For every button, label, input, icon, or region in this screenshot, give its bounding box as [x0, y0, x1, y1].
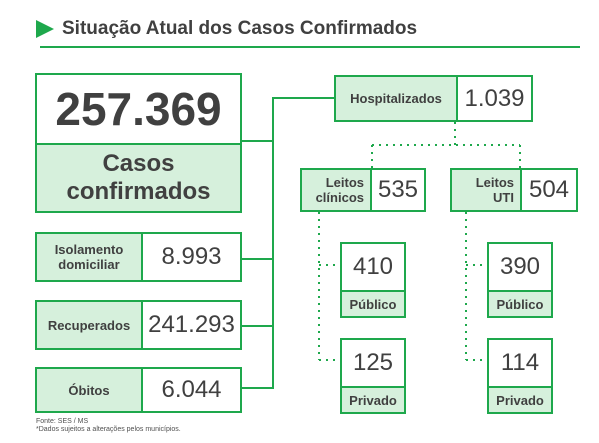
uti-publico-value: 390 — [499, 253, 541, 280]
obitos-label-box: Óbitos — [35, 367, 143, 413]
leitos-uti-label-line1: Leitos — [475, 175, 514, 190]
title-divider — [40, 46, 580, 48]
hospitalizados-label: Hospitalizados — [350, 91, 442, 106]
uti-privado-label-box: Privado — [487, 386, 553, 414]
total-cases-value-box: 257.369 — [35, 73, 242, 145]
obitos-value: 6.044 — [161, 376, 222, 403]
total-cases-label-line2: confirmados — [66, 178, 211, 205]
obitos-label: Óbitos — [68, 382, 110, 398]
isolamento-value: 8.993 — [161, 243, 222, 270]
clinicos-publico-label-box: Público — [340, 290, 406, 318]
leitos-clinicos-value-box: 535 — [370, 168, 426, 212]
leitos-clinicos-value: 535 — [377, 176, 419, 203]
connector-isolamento — [242, 258, 274, 260]
isolamento-label-line1: Isolamento — [54, 242, 124, 257]
total-cases-label-box: Casos confirmados — [35, 143, 242, 213]
connector-total — [242, 140, 274, 142]
footer-note: Fonte: SES / MS *Dados sujeitos a altera… — [36, 418, 181, 434]
clinicos-privado-label-box: Privado — [340, 386, 406, 414]
hospitalizados-label-box: Hospitalizados — [334, 75, 458, 122]
clinicos-privado-value-box: 125 — [340, 338, 406, 388]
hospitalizados-value-box: 1.039 — [456, 75, 533, 122]
uti-publico-value-box: 390 — [487, 242, 553, 292]
clinicos-publico-value: 410 — [352, 253, 394, 280]
isolamento-value-box: 8.993 — [141, 232, 242, 282]
connector-obitos — [242, 387, 274, 389]
leitos-uti-value-box: 504 — [520, 168, 578, 212]
clinicos-publico-label: Público — [349, 296, 397, 312]
connector-trunk — [272, 97, 274, 387]
recuperados-label: Recuperados — [47, 317, 131, 333]
connector-hosp — [272, 97, 334, 99]
leitos-uti-label-box: Leitos UTI — [450, 168, 522, 212]
hospitalizados-value: 1.039 — [464, 84, 525, 112]
recuperados-value-box: 241.293 — [141, 300, 242, 350]
recuperados-label-box: Recuperados — [35, 300, 143, 350]
title-arrow-icon — [36, 20, 54, 38]
footer-source: Fonte: SES / MS — [36, 418, 89, 425]
uti-publico-label-box: Público — [487, 290, 553, 318]
uti-privado-value-box: 114 — [487, 338, 553, 388]
clinicos-privado-label: Privado — [349, 392, 397, 408]
uti-privado-value: 114 — [500, 349, 540, 376]
clinicos-privado-value: 125 — [352, 349, 394, 376]
uti-publico-label: Público — [496, 296, 544, 312]
leitos-clinicos-label-line2: clínicos — [315, 190, 364, 205]
leitos-uti-value: 504 — [528, 176, 570, 203]
obitos-value-box: 6.044 — [141, 367, 242, 413]
recuperados-value: 241.293 — [148, 311, 235, 338]
uti-privado-label: Privado — [496, 392, 544, 408]
total-cases-label-line1: Casos — [102, 150, 175, 177]
total-cases-value: 257.369 — [55, 83, 222, 135]
isolamento-label-line2: domiciliar — [58, 257, 120, 272]
leitos-uti-label-line2: UTI — [493, 190, 514, 205]
clinicos-publico-value-box: 410 — [340, 242, 406, 292]
connector-recuperados — [242, 325, 274, 327]
leitos-clinicos-label-box: Leitos clínicos — [300, 168, 372, 212]
page-title: Situação Atual dos Casos Confirmados — [62, 18, 418, 39]
leitos-clinicos-label-line1: Leitos — [325, 175, 364, 190]
footer-disclaimer: *Dados sujeitos a alterações pelos munic… — [36, 426, 181, 433]
isolamento-label-box: Isolamento domiciliar — [35, 232, 143, 282]
